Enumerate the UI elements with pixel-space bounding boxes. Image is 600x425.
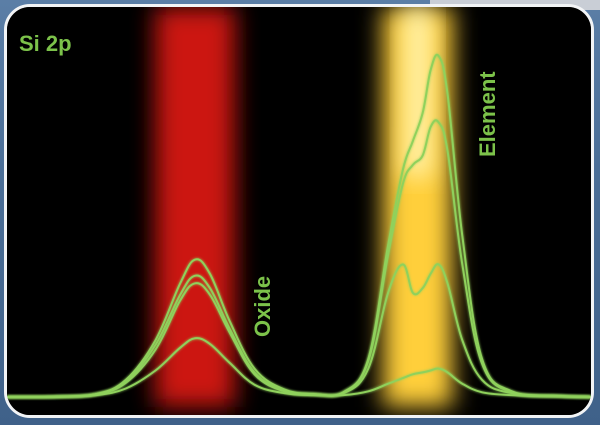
plot-background (7, 7, 591, 415)
si2p-spectrum-chart: Si 2p Oxide Element (7, 7, 591, 415)
spectrum-line-2 (7, 119, 591, 398)
element-annotation: Element (475, 71, 500, 157)
intensity-band-1 (155, 7, 236, 407)
spectrum-lines (7, 53, 591, 399)
oxide-annotation: Oxide (250, 276, 275, 337)
intensity-bands (155, 7, 453, 407)
spectrum-panel: Si 2p Oxide Element (4, 4, 594, 418)
chart-title: Si 2p (19, 31, 72, 56)
spectrum-line-3 (7, 263, 591, 398)
spectrum-line-4 (7, 337, 591, 399)
